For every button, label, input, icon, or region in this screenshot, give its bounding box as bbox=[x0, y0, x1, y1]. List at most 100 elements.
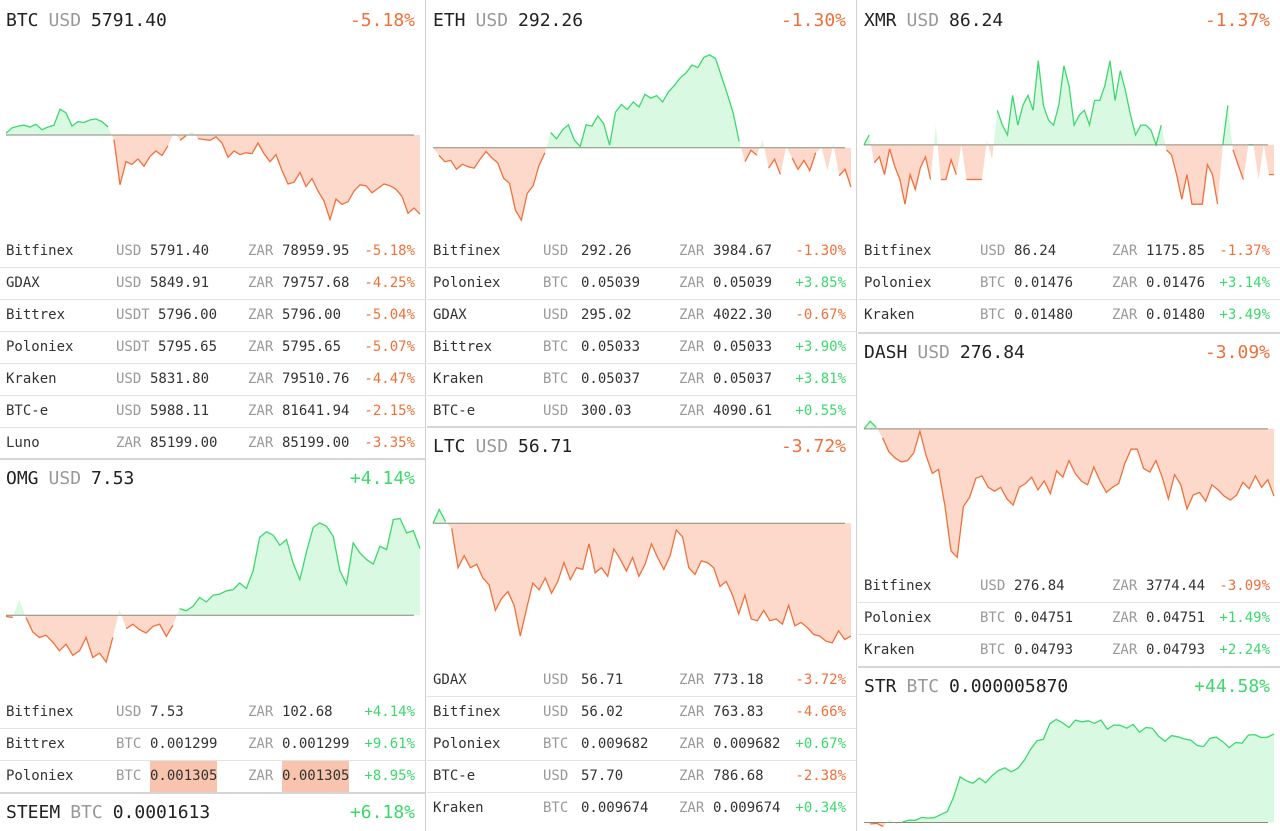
exchange-row[interactable]: Poloniex BTC 0.001305 ZAR 0.001305 +8.95% bbox=[0, 761, 425, 792]
exchange-name: BTC-e bbox=[6, 403, 49, 419]
exchange-row[interactable]: Kraken BTC 0.05037 ZAR 0.05037 +3.81% bbox=[427, 364, 856, 396]
second-price: 102.68 bbox=[282, 704, 333, 720]
xmr-card: XMR USD 86.24 -1.37% Bitfinex USD 86.24 ZAR 1175… bbox=[858, 0, 1280, 334]
column-2: ETH USD 292.26 -1.30% Bitfinex USD 292.26 ZAR 39… bbox=[427, 0, 857, 831]
exchange-row[interactable]: Bittrex BTC 0.001299 ZAR 0.001299 +9.61% bbox=[0, 729, 425, 761]
second-price: 0.001305 bbox=[282, 761, 350, 792]
exchange-name: Bitfinex bbox=[864, 578, 932, 594]
quote-currency: BTC bbox=[906, 676, 940, 697]
first-price: 5831.80 bbox=[150, 371, 210, 387]
first-currency: USD bbox=[116, 243, 142, 259]
exchange-row[interactable]: Bittrex BTC 0.05033 ZAR 0.05033 +3.90% bbox=[427, 332, 856, 364]
second-price: 773.18 bbox=[713, 672, 764, 688]
exchange-row[interactable]: Kraken BTC 0.01480 ZAR 0.01480 +3.49% bbox=[858, 300, 1280, 331]
price-line-down bbox=[791, 152, 817, 173]
first-currency: USD bbox=[543, 243, 569, 259]
row-change-percent: +0.67% bbox=[795, 736, 846, 752]
area-fill-up bbox=[13, 599, 26, 616]
exchange-row[interactable]: Poloniex USDT 5795.65 ZAR 5795.65 -5.07% bbox=[0, 332, 425, 364]
omg-price-chart bbox=[5, 517, 421, 664]
row-change-percent: -5.04% bbox=[364, 307, 415, 323]
area-fill-down bbox=[121, 615, 177, 637]
str-card: STR BTC 0.000005870 +44.58% bbox=[858, 666, 1280, 831]
exchange-row[interactable]: Poloniex BTC 0.04751 ZAR 0.04751 +1.49% bbox=[858, 603, 1280, 635]
area-fill-up bbox=[993, 60, 1166, 145]
exchange-name: Bitfinex bbox=[6, 704, 74, 720]
price-line-down bbox=[882, 428, 1275, 559]
area-fill-down bbox=[111, 135, 173, 185]
str-price-chart bbox=[864, 718, 1275, 828]
area-fill-up bbox=[864, 421, 878, 429]
second-currency: ZAR bbox=[679, 403, 705, 419]
exchange-row[interactable]: Kraken BTC 0.04793 ZAR 0.04793 +2.24% bbox=[858, 635, 1280, 666]
exchange-row[interactable]: BTC-e USD 5988.11 ZAR 81641.94 -2.15% bbox=[0, 396, 425, 428]
exchange-row[interactable]: BTC-e USD 57.70 ZAR 786.68 -2.38% bbox=[427, 761, 856, 793]
price-line-down bbox=[197, 135, 421, 222]
exchange-row[interactable]: Bitfinex USD 7.53 ZAR 102.68 +4.14% bbox=[0, 697, 425, 729]
price-line-down bbox=[451, 528, 852, 644]
second-currency: ZAR bbox=[248, 435, 274, 451]
second-currency: ZAR bbox=[1112, 578, 1138, 594]
area-fill-down bbox=[988, 144, 994, 160]
area-fill-down bbox=[864, 822, 887, 827]
exchange-row[interactable]: GDAX USD 295.02 ZAR 4022.30 -0.67% bbox=[427, 300, 856, 332]
exchange-row[interactable]: Bitfinex USD 5791.40 ZAR 78959.95 -5.18% bbox=[0, 236, 425, 268]
exchange-row[interactable]: Bitfinex USD 292.26 ZAR 3984.67 -1.30% bbox=[427, 236, 856, 268]
exchange-list: Bitfinex USD 292.26 ZAR 3984.67 -1.30% Polonie… bbox=[427, 236, 856, 427]
first-price: 0.05039 bbox=[581, 275, 641, 291]
second-currency: ZAR bbox=[679, 768, 705, 784]
coin-symbol: OMG bbox=[6, 468, 39, 489]
exchange-row[interactable]: GDAX USD 56.71 ZAR 773.18 -3.72% bbox=[427, 665, 856, 697]
exchange-row[interactable]: Kraken BTC 0.009674 ZAR 0.009674 +0.34% bbox=[427, 793, 856, 824]
area-fill-up bbox=[933, 125, 938, 145]
first-price: 85199.00 bbox=[150, 435, 218, 451]
row-change-percent: +9.61% bbox=[364, 736, 415, 752]
second-currency: ZAR bbox=[679, 800, 705, 816]
exchange-row[interactable]: Bitfinex USD 86.24 ZAR 1175.85 -1.37% bbox=[858, 236, 1280, 268]
first-currency: USD bbox=[980, 578, 1006, 594]
first-price: 300.03 bbox=[581, 403, 632, 419]
area-fill-up bbox=[172, 132, 176, 135]
row-change-percent: -4.25% bbox=[364, 275, 415, 291]
first-price: 57.70 bbox=[581, 768, 624, 784]
second-price: 0.05033 bbox=[713, 339, 773, 355]
exchange-row[interactable]: Luno ZAR 85199.00 ZAR 85199.00 -3.35% bbox=[0, 428, 425, 459]
exchange-name: Poloniex bbox=[6, 768, 74, 784]
second-currency: ZAR bbox=[679, 672, 705, 688]
first-currency: BTC bbox=[543, 736, 569, 752]
card-header: STEEM BTC 0.0001613 +6.18% bbox=[0, 800, 425, 826]
first-currency: USDT bbox=[116, 339, 150, 355]
second-price: 79757.68 bbox=[282, 275, 350, 291]
second-currency: ZAR bbox=[679, 371, 705, 387]
exchange-row[interactable]: Bitfinex USD 276.84 ZAR 3774.44 -3.09% bbox=[858, 571, 1280, 603]
exchange-row[interactable]: Kraken USD 5831.80 ZAR 79510.76 -4.47% bbox=[0, 364, 425, 396]
exchange-row[interactable]: GDAX USD 5849.91 ZAR 79757.68 -4.25% bbox=[0, 268, 425, 300]
exchange-row[interactable]: BTC-e USD 300.03 ZAR 4090.61 +0.55% bbox=[427, 396, 856, 427]
area-fill-down bbox=[1165, 144, 1223, 205]
quote-currency: USD bbox=[48, 10, 82, 31]
exchange-row[interactable]: Poloniex BTC 0.01476 ZAR 0.01476 +3.14% bbox=[858, 268, 1280, 300]
area-fill-up bbox=[986, 139, 989, 145]
price-line-down bbox=[870, 822, 884, 828]
second-price: 0.001299 bbox=[282, 736, 350, 752]
first-price: 56.02 bbox=[581, 704, 624, 720]
second-price: 0.05037 bbox=[713, 371, 773, 387]
second-currency: ZAR bbox=[1112, 610, 1138, 626]
exchange-row[interactable]: Poloniex BTC 0.009682 ZAR 0.009682 +0.67% bbox=[427, 729, 856, 761]
change-percent: +6.18% bbox=[349, 802, 415, 823]
exchange-list: Bitfinex USD 86.24 ZAR 1175.85 -1.37% Poloniex… bbox=[858, 236, 1280, 331]
first-price: 0.009674 bbox=[581, 800, 649, 816]
btc-price-chart bbox=[5, 108, 421, 222]
second-price: 0.01480 bbox=[1146, 307, 1206, 323]
first-currency: BTC bbox=[116, 768, 142, 784]
exchange-row[interactable]: Poloniex BTC 0.05039 ZAR 0.05039 +3.85% bbox=[427, 268, 856, 300]
second-price: 0.009674 bbox=[713, 800, 781, 816]
second-currency: ZAR bbox=[248, 736, 274, 752]
exchange-name: GDAX bbox=[433, 307, 467, 323]
second-currency: ZAR bbox=[679, 339, 705, 355]
first-currency: USD bbox=[116, 704, 142, 720]
exchange-row[interactable]: Bittrex USDT 5796.00 ZAR 5796.00 -5.04% bbox=[0, 300, 425, 332]
first-price: 295.02 bbox=[581, 307, 632, 323]
ticker-title: ETH USD 292.26 bbox=[433, 8, 583, 34]
exchange-row[interactable]: Bitfinex USD 56.02 ZAR 763.83 -4.66% bbox=[427, 697, 856, 729]
